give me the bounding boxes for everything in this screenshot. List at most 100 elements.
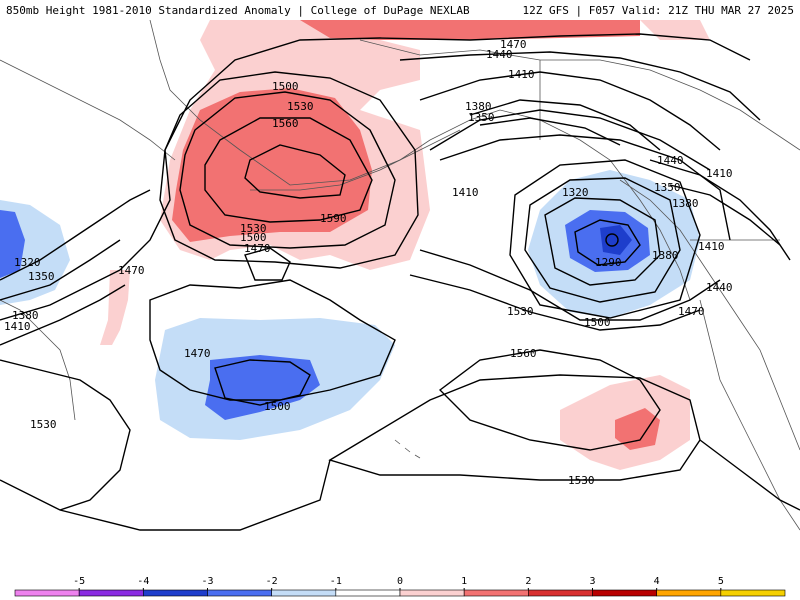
positive-anomaly-west-strip [100, 270, 130, 345]
contour-1350-ne [479, 117, 621, 146]
contour-label: 1440 [657, 154, 684, 167]
aleutian-chain [250, 129, 461, 191]
contour-1320-low [544, 197, 661, 286]
contour-west-3 [0, 269, 121, 321]
colorbar-segment [143, 589, 208, 597]
colorbar-segment [335, 589, 401, 597]
siberia-coast [0, 59, 176, 161]
colorbar-segment [720, 589, 786, 597]
colorbar-tick-label: 0 [397, 576, 403, 587]
contour-label: 1350 [654, 181, 681, 194]
contour-label: 1380 [12, 309, 39, 322]
contour-label: 1500 [240, 231, 267, 244]
hawaii-islands [394, 439, 421, 459]
bc-coast [619, 179, 800, 451]
contour-label: 1380 [672, 197, 699, 210]
contour-label: 1380 [465, 100, 492, 113]
colorbar-segment [463, 589, 529, 597]
contour-1530-nw [179, 91, 396, 249]
contour-1290-low [574, 219, 641, 266]
contour-west-1 [0, 189, 151, 281]
contour-label: 1530 [240, 222, 267, 235]
contour-label: 1470 [118, 264, 145, 277]
positive-anomaly-se-core [615, 408, 660, 450]
contour-label: 1470 [500, 38, 527, 51]
colorbar-tick-label: 1 [461, 576, 467, 587]
contour-1500-gulf [419, 249, 721, 321]
contour-label: 1530 [568, 474, 595, 487]
colorbar-tick-label: 2 [525, 576, 531, 587]
contour-label: 1320 [14, 256, 41, 269]
colorbar-tick-label: -2 [266, 576, 278, 587]
colorbar-tick-label: -1 [330, 576, 342, 587]
negative-anomaly-west-core [0, 210, 25, 278]
map-title: 850mb Height 1981-2010 Standardized Anom… [6, 4, 470, 17]
contour-label: 1410 [452, 186, 479, 199]
colorbar-segment [271, 589, 337, 597]
contour-west-2 [0, 239, 121, 301]
contour-1410-gulf [439, 134, 731, 241]
contour-west-4 [0, 284, 126, 346]
map-header: 850mb Height 1981-2010 Standardized Anom… [0, 0, 800, 20]
contour-label: 1500 [272, 80, 299, 93]
contour-1590 [244, 144, 346, 199]
colorbar-segment [14, 589, 80, 597]
contour-label: 1350 [28, 270, 55, 283]
coastlines [0, 20, 800, 531]
contour-label: 1440 [706, 281, 733, 294]
contour-label: 1530 [30, 418, 57, 431]
colorbar-tick-label: 4 [654, 576, 660, 587]
colorbar-segment [207, 589, 272, 597]
contour-1470-long [119, 33, 751, 271]
colorbar: -5 -4 -3 -2 -1 0 1 2 3 4 5 [14, 576, 786, 597]
contour-1440-long [399, 51, 761, 121]
contour-south-east [699, 439, 800, 511]
anomaly-shading [0, 20, 710, 470]
contour-label: 1500 [584, 316, 611, 329]
contour-1530-south [328, 374, 701, 481]
contour-1470-small [244, 247, 291, 281]
contour-label: 1560 [510, 347, 537, 360]
negative-anomaly-gulf-core [600, 225, 632, 255]
contour-1470-central [149, 279, 396, 401]
contour-label: 1470 [184, 347, 211, 360]
contour-label: 1410 [4, 320, 31, 333]
contour-1380-low [509, 159, 701, 319]
contour-1500-nw [159, 71, 419, 269]
colorbar-segment [656, 589, 722, 597]
contour-label: 1380 [652, 249, 679, 262]
contour-label: 1410 [508, 68, 535, 81]
north-coast [359, 39, 800, 151]
anomaly-legend: -5 -4 -3 -2 -1 0 1 2 3 4 5 [0, 568, 800, 600]
colorbar-segment [78, 589, 144, 597]
contour-label: 1440 [486, 48, 513, 61]
colorbar-segment [528, 589, 593, 597]
contour-label: 1470 [244, 242, 271, 255]
contour-1440-gulf [429, 109, 711, 171]
colorbar-segment [592, 589, 657, 597]
contour-east-1410 [669, 184, 781, 246]
contour-label: 1470 [678, 305, 705, 318]
colorbar-tick-label: 3 [589, 576, 595, 587]
contour-south-wide [0, 459, 331, 531]
contour-label: 1530 [507, 305, 534, 318]
contour-label: 1560 [272, 117, 299, 130]
run-info: 12Z GFS | F057 Valid: 21Z THU MAR 27 202… [522, 4, 794, 17]
contour-1500-central [214, 359, 311, 406]
contour-low-center [605, 233, 619, 247]
contour-label: 1410 [698, 240, 725, 253]
anomaly-map: 1470 1440 1410 1500 1530 1560 1590 1530 … [0, 20, 800, 531]
contour-1560 [204, 117, 373, 223]
height-contours [0, 33, 800, 531]
kamchatka-coast [0, 299, 76, 421]
alaska-coast [149, 20, 691, 301]
contour-label: 1290 [595, 256, 622, 269]
contour-label: 1410 [706, 167, 733, 180]
colorbar-segment [399, 589, 465, 597]
contour-1560-center [438, 349, 661, 451]
colorbar-tick-label: -4 [137, 576, 149, 587]
colorbar-tick-label: -5 [73, 576, 85, 587]
colorbar-tick-label: 5 [718, 576, 724, 587]
negative-anomaly-central-core [205, 355, 320, 420]
contour-1350-low [524, 177, 681, 303]
